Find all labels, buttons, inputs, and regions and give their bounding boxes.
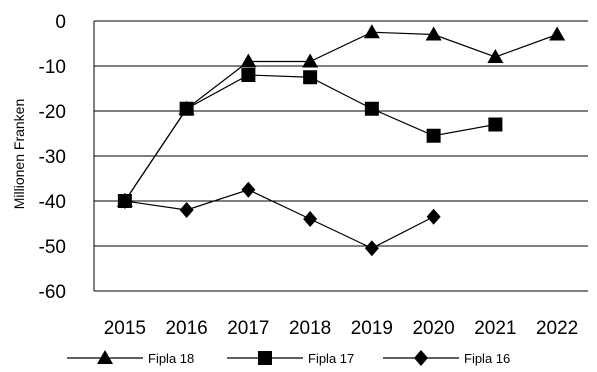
x-tick-label: 2015: [104, 318, 146, 339]
legend-item: Fipla 16: [383, 350, 510, 366]
y-tick-label: -10: [39, 57, 66, 78]
gridlines: [93, 20, 588, 292]
x-tick-label: 2019: [351, 318, 393, 339]
series-line: [124, 189, 434, 249]
data-point: [302, 53, 319, 68]
x-axis-ticks: 2015 2016 2017 2018 2019 2020 2021 2022: [104, 318, 579, 339]
y-axis-ticks: 0 -10 -20 -30 -40 -50 -60: [39, 12, 66, 303]
data-point: [364, 240, 379, 257]
data-point: [425, 26, 442, 41]
series-fipla-16: [117, 181, 441, 257]
legend-marker: [97, 350, 113, 364]
x-tick-label: 2021: [474, 318, 516, 339]
legend-marker: [414, 350, 428, 366]
x-tick-label: 2016: [165, 318, 207, 339]
series-layer: [116, 24, 566, 257]
data-point: [426, 128, 441, 143]
legend-marker: [258, 351, 272, 365]
data-point: [303, 70, 318, 85]
data-point: [364, 101, 379, 116]
y-tick-label: 0: [55, 12, 66, 33]
legend-item: Fipla 18: [67, 350, 194, 366]
y-tick-label: -50: [39, 237, 66, 258]
legend-item: Fipla 17: [227, 351, 354, 366]
data-point: [240, 53, 257, 68]
y-tick-label: -40: [39, 192, 66, 213]
x-tick-label: 2018: [289, 318, 331, 339]
y-axis-label: Millionen Franken: [11, 99, 27, 210]
y-tick-label: -60: [39, 282, 66, 303]
x-tick-label: 2017: [227, 318, 269, 339]
data-point: [241, 181, 256, 198]
legend: Fipla 18 Fipla 17 Fipla 16: [67, 350, 510, 366]
x-tick-label: 2022: [536, 318, 578, 339]
data-point: [303, 211, 318, 227]
y-tick-label: -30: [39, 147, 66, 168]
data-point: [549, 26, 566, 41]
data-point: [363, 24, 380, 39]
data-point: [179, 202, 194, 218]
legend-label: Fipla 17: [308, 351, 354, 366]
legend-label: Fipla 18: [148, 351, 194, 366]
data-point: [487, 49, 504, 63]
data-point: [488, 117, 503, 132]
data-point: [117, 193, 132, 209]
series-line: [124, 31, 558, 202]
data-point: [179, 101, 194, 116]
x-tick-label: 2020: [412, 318, 454, 339]
y-tick-label: -20: [39, 102, 66, 123]
data-point: [241, 68, 256, 82]
series-fipla-17: [117, 68, 503, 208]
legend-label: Fipla 16: [464, 351, 510, 366]
data-point: [426, 208, 441, 225]
